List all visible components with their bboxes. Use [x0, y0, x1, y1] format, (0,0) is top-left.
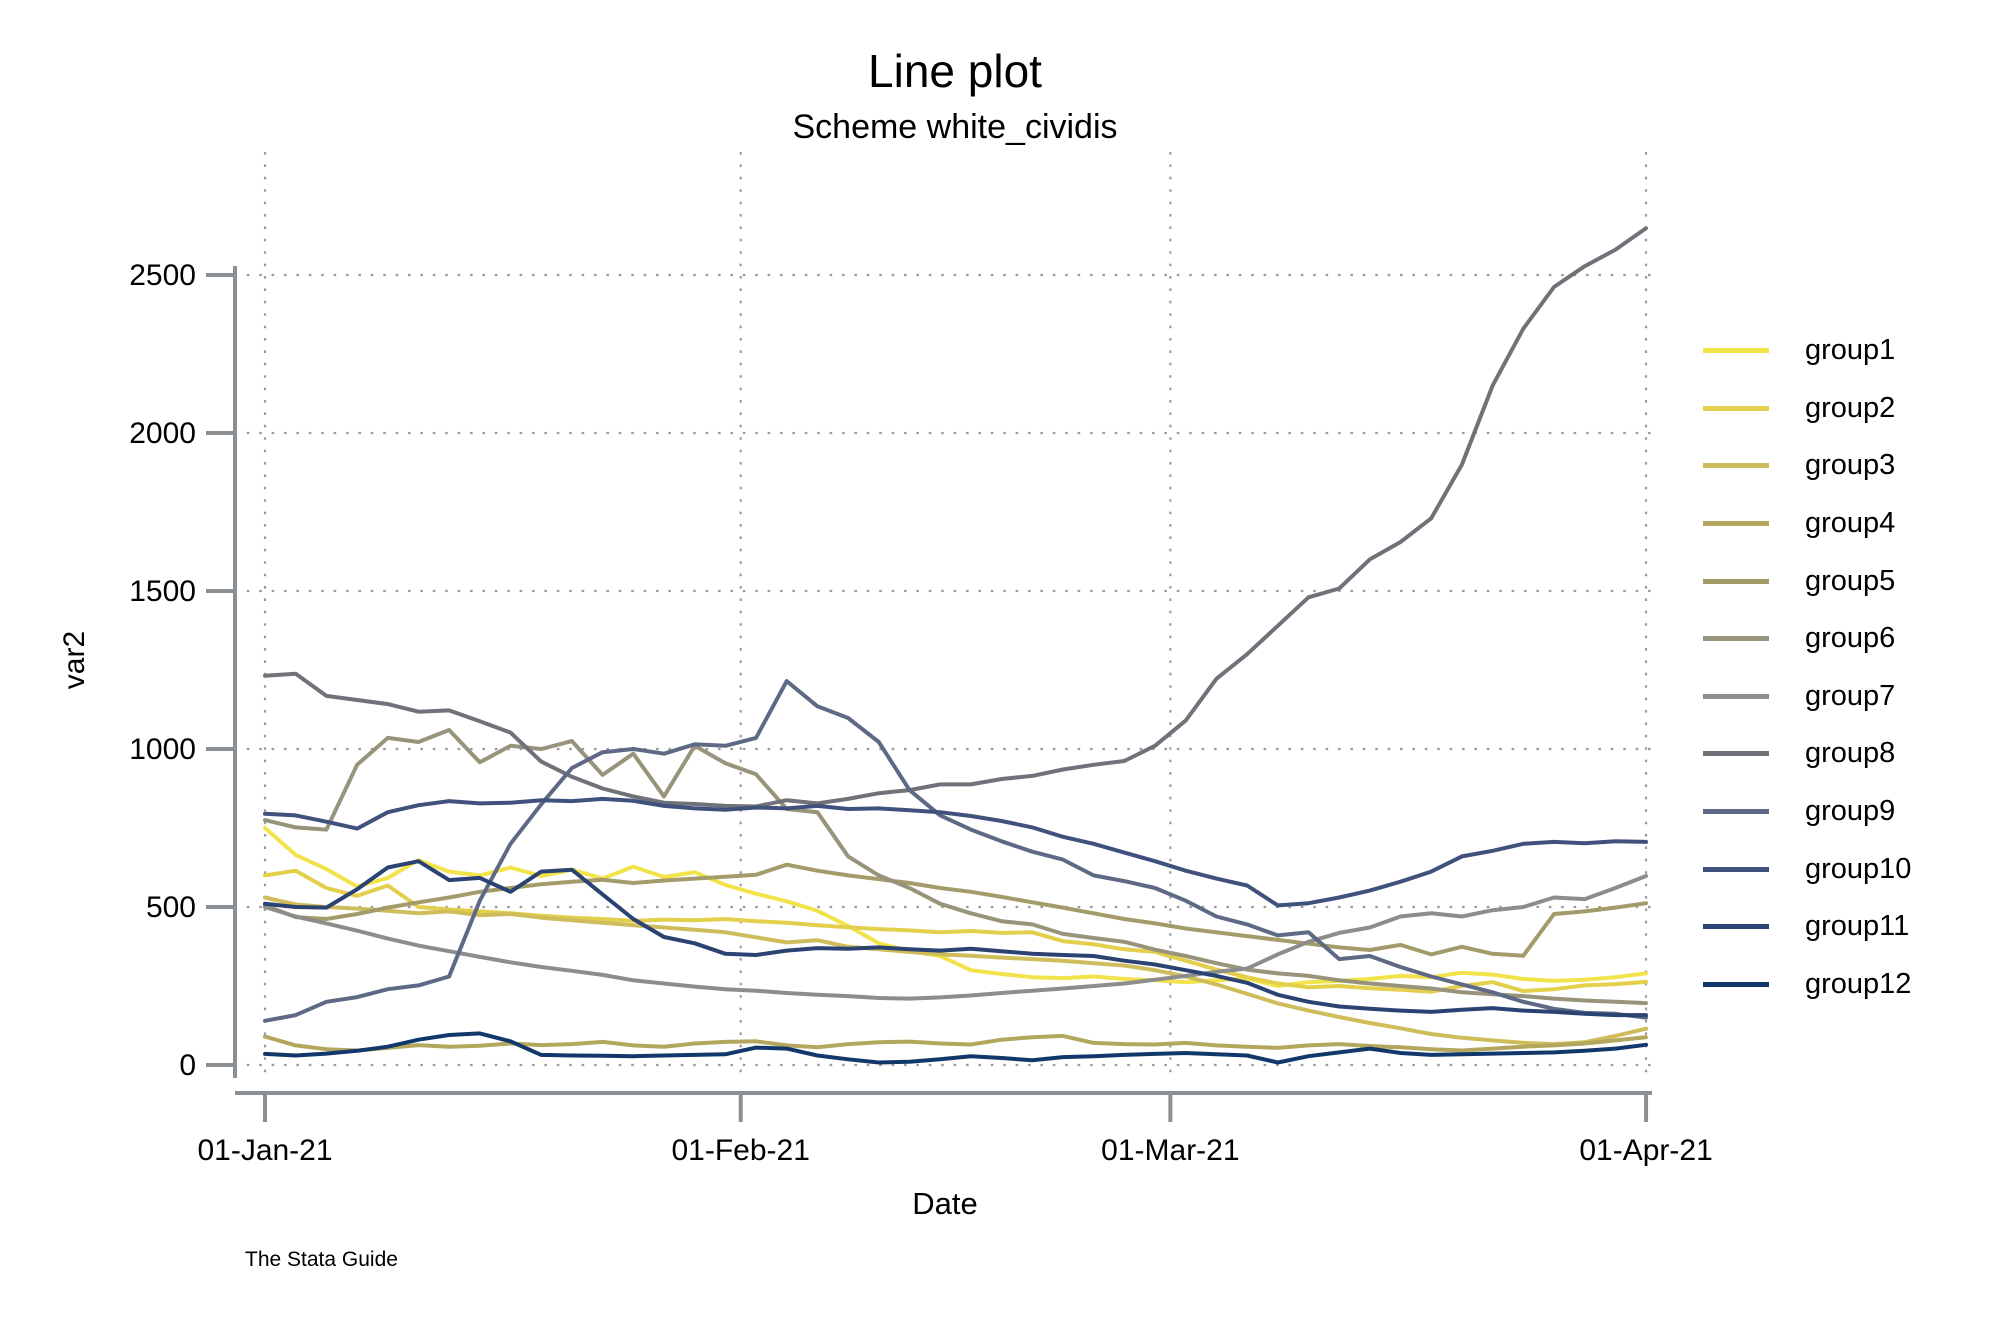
legend-label-group1: group1: [1805, 334, 1896, 367]
legend: group1 group2 group3 group4 group5 group6 grou…: [1703, 322, 1911, 1013]
line-group2: [263, 868, 1648, 994]
legend-swatch-group1: [1703, 348, 1769, 354]
legend-item-group4: group4: [1703, 495, 1911, 553]
x-tick-labels: 01-Jan-21 01-Feb-21 01-Mar-21 01-Apr-21: [197, 1134, 1712, 1167]
legend-swatch-group8: [1703, 751, 1769, 757]
svg-text:0: 0: [179, 1049, 196, 1082]
svg-text:01-Mar-21: 01-Mar-21: [1101, 1134, 1239, 1167]
legend-label-group3: group3: [1805, 449, 1896, 482]
svg-text:1500: 1500: [129, 575, 196, 608]
legend-item-group3: group3: [1703, 437, 1911, 495]
legend-swatch-group6: [1703, 636, 1769, 642]
line-group11: [263, 859, 1648, 1018]
legend-swatch-group4: [1703, 521, 1769, 527]
legend-label-group5: group5: [1805, 564, 1896, 597]
legend-item-group1: group1: [1703, 322, 1911, 380]
line-group3: [263, 895, 1648, 1047]
legend-item-group7: group7: [1703, 668, 1911, 726]
legend-item-group12: group12: [1703, 956, 1911, 1014]
svg-text:2500: 2500: [129, 259, 196, 292]
legend-label-group8: group8: [1805, 737, 1896, 770]
svg-text:01-Jan-21: 01-Jan-21: [197, 1134, 332, 1167]
legend-label-group7: group7: [1805, 679, 1896, 712]
legend-swatch-group9: [1703, 809, 1769, 815]
legend-swatch-group2: [1703, 405, 1769, 411]
legend-label-group6: group6: [1805, 622, 1896, 655]
credit-text: The Stata Guide: [245, 1248, 398, 1271]
line-group12: [263, 1031, 1648, 1065]
line-group6: [263, 728, 1648, 1006]
line-group8: [263, 226, 1648, 809]
svg-text:01-Feb-21: 01-Feb-21: [671, 1134, 809, 1167]
legend-item-group10: group10: [1703, 840, 1911, 898]
legend-item-group2: group2: [1703, 380, 1911, 438]
chart-title: Line plot: [868, 45, 1042, 97]
legend-swatch-group5: [1703, 578, 1769, 584]
line-group4: [263, 1033, 1648, 1053]
line-group9: [263, 679, 1648, 1023]
legend-label-group2: group2: [1805, 391, 1896, 424]
legend-swatch-group3: [1703, 463, 1769, 469]
line-group5: [263, 862, 1648, 958]
svg-text:01-Apr-21: 01-Apr-21: [1579, 1134, 1712, 1167]
y-tick-labels: 0 500 1000 1500 2000 2500: [129, 259, 196, 1082]
svg-text:1000: 1000: [129, 733, 196, 766]
legend-item-group11: group11: [1703, 898, 1911, 956]
line-group7: [263, 874, 1648, 1001]
legend-swatch-group12: [1703, 981, 1769, 987]
legend-label-group11: group11: [1805, 910, 1910, 943]
legend-swatch-group10: [1703, 866, 1769, 872]
legend-item-group8: group8: [1703, 725, 1911, 783]
legend-item-group5: group5: [1703, 552, 1911, 610]
svg-text:2000: 2000: [129, 417, 196, 450]
legend-swatch-group7: [1703, 693, 1769, 699]
legend-item-group6: group6: [1703, 610, 1911, 668]
svg-text:500: 500: [146, 891, 196, 924]
chart-subtitle: Scheme white_cividis: [792, 108, 1118, 146]
axes: [206, 266, 1652, 1122]
legend-label-group10: group10: [1805, 852, 1912, 885]
line-group10: [263, 796, 1648, 908]
legend-label-group12: group12: [1805, 967, 1912, 1000]
legend-label-group4: group4: [1805, 507, 1896, 540]
legend-label-group9: group9: [1805, 795, 1896, 828]
legend-swatch-group11: [1703, 924, 1769, 930]
gridlines: [222, 152, 1658, 1080]
legend-item-group9: group9: [1703, 783, 1911, 841]
series-lines: [263, 226, 1648, 1065]
x-axis-title: Date: [912, 1186, 978, 1221]
